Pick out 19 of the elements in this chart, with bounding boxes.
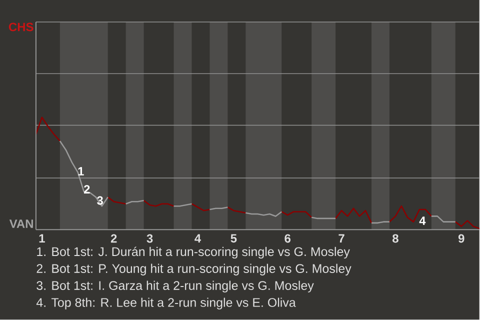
- text: 3. Bot 1st: I. Garza hit a 2-run single vs G. Mosley: [36, 281, 314, 293]
- annotation: 2: [84, 185, 90, 194]
- x-tick-label: 5: [230, 234, 237, 243]
- annotation: 4: [419, 216, 426, 226]
- text: CHS: [8, 22, 34, 32]
- x-tick-label: 2: [110, 234, 117, 243]
- text: 1. Bot 1st: J. Durán hit a run-scoring single vs G. Mosley: [37, 246, 350, 259]
- x-tick-label: 4: [194, 234, 201, 243]
- x-tick-label: 3: [146, 234, 153, 243]
- x-tick-label: 8: [392, 234, 398, 243]
- text: VAN: [9, 220, 33, 228]
- text: 4. Top 8th: R. Lee hit a 2-run single vs E. Oliva: [36, 298, 296, 310]
- x-tick-label: 7: [338, 234, 344, 243]
- annotation: 1: [78, 167, 84, 176]
- x-tick-label: 6: [284, 234, 291, 243]
- x-tick-label: 1: [39, 234, 45, 243]
- text: 2. Bot 1st: P. Young hit a run-scoring single vs G. Mosley: [36, 264, 352, 276]
- x-tick-label: 9: [458, 234, 464, 243]
- annotation: 3: [97, 196, 103, 205]
